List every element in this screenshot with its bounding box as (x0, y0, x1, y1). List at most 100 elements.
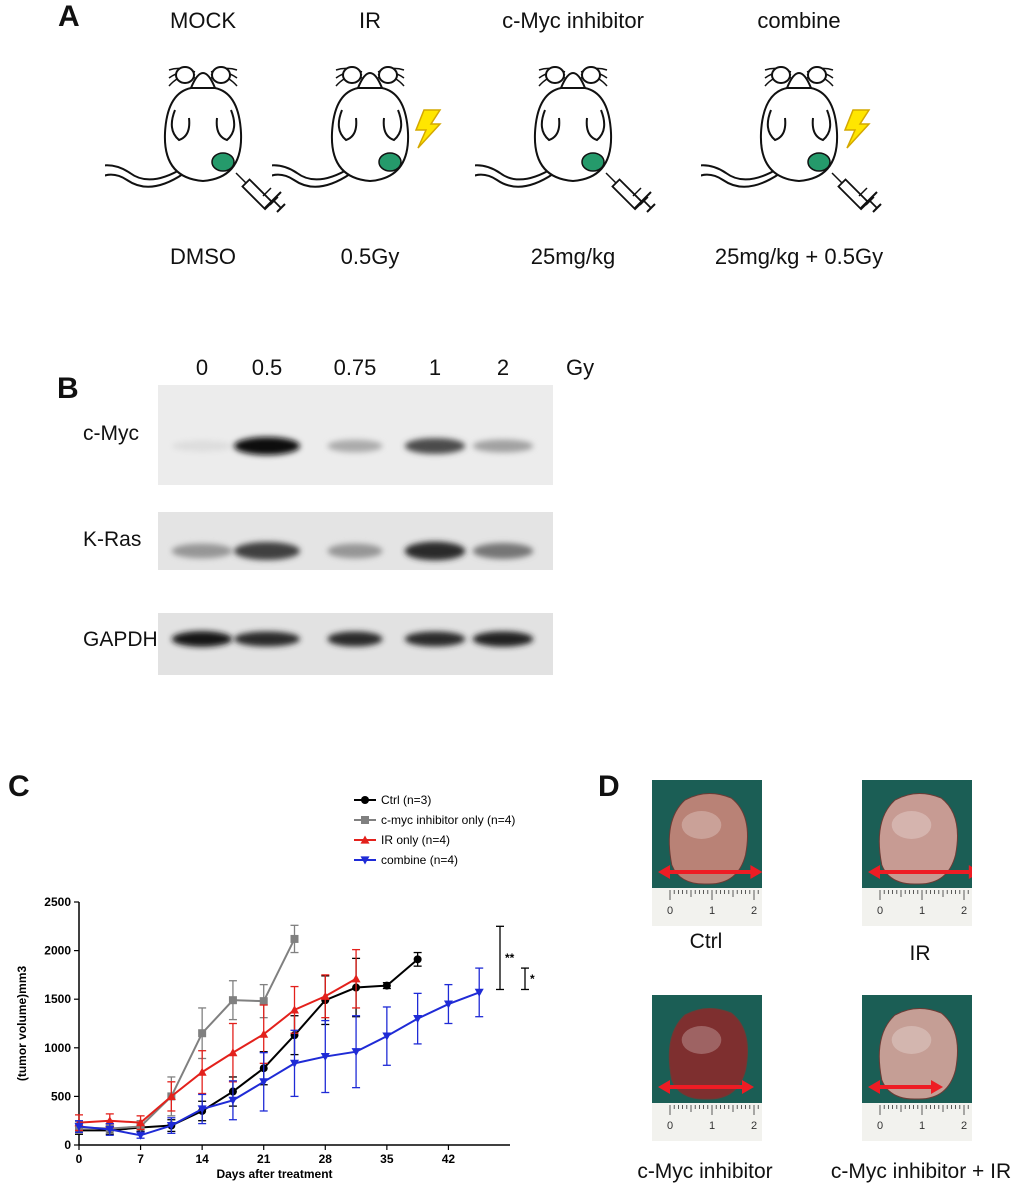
data-point (259, 1029, 269, 1038)
arm-right (585, 109, 606, 142)
arm-left (337, 109, 358, 142)
blot-strip (158, 512, 553, 570)
data-point (228, 996, 237, 1005)
group-title: MOCK (170, 8, 236, 33)
data-point (74, 1122, 84, 1132)
data-point (320, 1052, 330, 1062)
blot-label: K-Ras (83, 528, 142, 551)
syringe-icon (235, 172, 286, 213)
mouse-illustration (475, 66, 656, 213)
syringe-icon (605, 172, 656, 213)
arm-right (811, 109, 832, 142)
ear-right (581, 66, 601, 84)
significance-label: ** (505, 951, 515, 965)
data-point (360, 835, 370, 844)
series-line (79, 958, 419, 1132)
ruler-label: 1 (709, 1120, 715, 1132)
y-tick-label: 2000 (44, 944, 71, 958)
band (472, 631, 534, 647)
ear-left (175, 66, 195, 84)
significance-label: * (530, 972, 535, 986)
tumor-marker (378, 152, 402, 172)
band (327, 631, 383, 647)
series-line (78, 991, 480, 1137)
arm-left (766, 109, 787, 142)
tumor-tissue (878, 1008, 958, 1100)
y-tick-label: 1000 (44, 1041, 71, 1055)
lightning-icon (843, 109, 871, 149)
tumor-marker (807, 152, 831, 172)
ruler: 0 1 2 (862, 888, 972, 926)
legend-label: IR only (n=4) (381, 833, 450, 847)
measurement-arrow (868, 1080, 943, 1094)
photo-caption: c-Myc inhibitor (637, 1160, 773, 1183)
legend-label: combine (n=4) (381, 853, 458, 867)
ear-right (211, 66, 231, 84)
band (234, 631, 300, 647)
data-series (74, 967, 484, 1140)
band (171, 543, 233, 559)
blot-strip (158, 613, 553, 675)
tumor-marker (211, 152, 235, 172)
photo-caption: Ctrl (689, 930, 723, 953)
tail (475, 164, 554, 188)
panel-d-letter: D (598, 770, 620, 803)
tumor-photo: 0 1 2 (862, 780, 972, 926)
mouse-illustration (272, 66, 442, 188)
ruler: 0 1 2 (652, 888, 762, 926)
significance-bracket: * (521, 967, 535, 991)
tail (272, 164, 351, 188)
ruler-label: 2 (751, 1120, 757, 1132)
tail (701, 164, 780, 188)
blot-background (158, 512, 553, 570)
tumor-volume-chart: 0 500 1000 1500 2000 2500 0 7 14 21 28 35 42 Days aft… (15, 793, 535, 1181)
data-point (382, 1032, 392, 1041)
group-dose-label: 25mg/kg + 0.5Gy (714, 244, 884, 269)
band (171, 440, 233, 452)
band (404, 438, 466, 454)
ear-left (545, 66, 565, 84)
data-point (259, 997, 268, 1006)
measurement-arrow (658, 865, 762, 879)
data-point (290, 1005, 299, 1014)
blot-strip (158, 385, 553, 485)
band (472, 439, 534, 453)
group-title: IR (359, 8, 381, 33)
dose-label: 0.75 (333, 355, 377, 380)
data-point (197, 1067, 207, 1076)
panel-b-letter: B (57, 372, 79, 405)
dose-label: 0 (195, 355, 209, 380)
data-point (136, 1118, 146, 1127)
group-dose-label: 0.5Gy (340, 244, 400, 269)
x-tick-label: 35 (380, 1152, 394, 1166)
band (327, 543, 383, 559)
data-point (351, 1048, 361, 1057)
ruler-label: 2 (961, 1120, 967, 1132)
x-tick-label: 7 (137, 1152, 144, 1166)
data-point (259, 1078, 269, 1087)
tumor-photo: 0 1 2 (862, 995, 972, 1141)
tail (105, 164, 184, 188)
ruler-label: 1 (709, 905, 715, 917)
blot-background (158, 385, 553, 485)
arm-left (170, 109, 191, 142)
band (472, 543, 534, 559)
measurement-arrow (658, 1080, 754, 1094)
photo-caption: c-Myc inhibitor + IR (830, 1160, 1012, 1183)
group-title: combine (757, 8, 841, 33)
arm-left (540, 109, 561, 142)
data-point (166, 1091, 176, 1100)
ear-right (378, 66, 398, 84)
band (404, 631, 466, 647)
blot-label: c-Myc (83, 422, 139, 445)
y-axis-label: (tumor volume)mm3 (15, 966, 29, 1082)
dose-label: 0.5 (251, 355, 283, 380)
ear-left (342, 66, 362, 84)
ear-right (807, 66, 827, 84)
data-series (75, 924, 299, 1134)
group-dose-label: DMSO (170, 244, 236, 269)
panel-c-letter: C (8, 770, 30, 803)
photo-caption: IR (909, 942, 931, 965)
arm-right (382, 109, 403, 142)
data-point (361, 816, 369, 824)
